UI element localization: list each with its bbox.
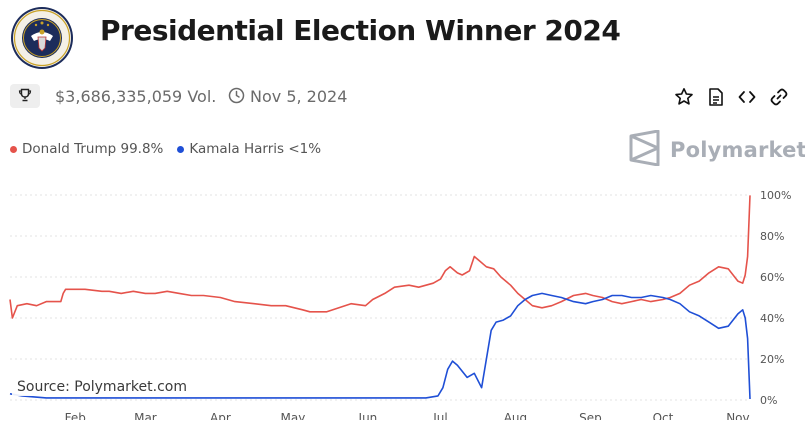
trophy-icon — [18, 87, 32, 106]
y-tick-label: 80% — [760, 230, 784, 243]
y-tick-label: 0% — [760, 394, 777, 407]
x-tick-label: Oct — [653, 411, 674, 420]
line-chart: 100% 80% 60% 40% 20% 0% Feb Mar Apr May Jun Jul Aug… — [9, 189, 791, 420]
document-icon[interactable] — [705, 86, 727, 108]
x-tick-label: Mar — [134, 411, 157, 420]
legend-dot — [10, 145, 17, 153]
legend-item-harris: Kamala Harris <1% — [177, 141, 321, 157]
polymarket-logo-icon — [628, 129, 662, 170]
series-line-donald-trump — [9, 195, 751, 319]
chart-lines — [9, 195, 751, 400]
link-icon[interactable] — [768, 86, 790, 108]
volume-text: $3,686,335,059 Vol. — [55, 86, 217, 106]
legend-item-trump: Donald Trump 99.8% — [10, 141, 163, 157]
brand-name: Polymarket — [670, 138, 805, 162]
chart-legend: Donald Trump 99.8% Kamala Harris <1% — [10, 140, 335, 158]
y-tick-label: 20% — [760, 353, 784, 366]
polymarket-logo: Polymarket — [628, 129, 805, 170]
x-tick-label: May — [281, 411, 306, 420]
x-tick-label: Sep — [579, 411, 602, 420]
presidential-seal-icon — [10, 6, 74, 70]
y-axis-ticks: 100% 80% 60% 40% 20% 0% — [760, 189, 791, 407]
chart-grid — [10, 194, 750, 401]
end-date-text: Nov 5, 2024 — [250, 86, 348, 106]
y-tick-label: 100% — [760, 189, 791, 202]
code-icon[interactable] — [736, 86, 758, 108]
x-tick-label: Apr — [210, 411, 231, 420]
legend-label: Donald Trump 99.8% — [22, 141, 164, 157]
trophy-badge — [10, 84, 40, 108]
page-title: Presidential Election Winner 2024 — [100, 14, 621, 47]
x-tick-label: Nov — [726, 411, 749, 420]
series-line-kamala-harris — [9, 292, 751, 400]
legend-label: Kamala Harris <1% — [189, 141, 322, 157]
y-tick-label: 40% — [760, 312, 784, 325]
x-axis-ticks: Feb Mar Apr May Jun Jul Aug Sep Oct Nov — [65, 411, 750, 420]
star-icon[interactable] — [673, 86, 695, 108]
x-tick-label: Jun — [358, 411, 378, 420]
legend-dot — [177, 145, 185, 153]
y-tick-label: 60% — [760, 271, 784, 284]
x-tick-label: Jul — [432, 411, 447, 420]
x-tick-label: Feb — [65, 411, 86, 420]
source-label: Source: Polymarket.com — [12, 378, 192, 396]
x-tick-label: Aug — [504, 411, 527, 420]
clock-icon — [228, 87, 245, 104]
